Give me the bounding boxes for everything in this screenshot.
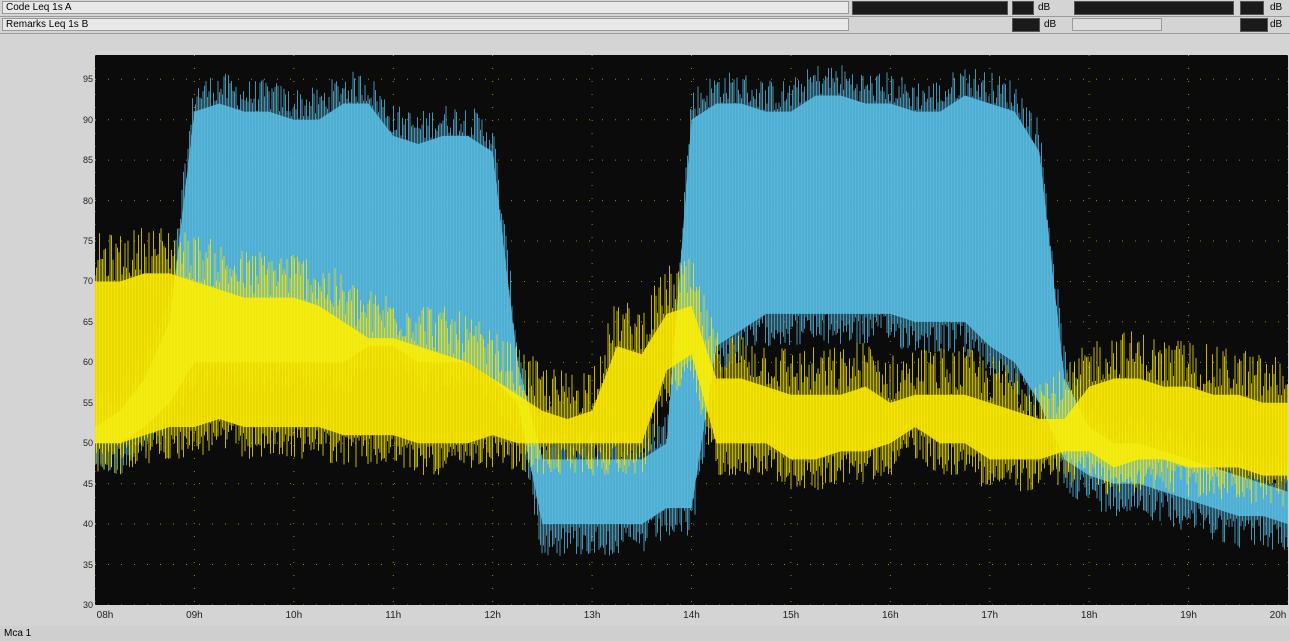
- unit-label-3: dB: [1044, 19, 1057, 30]
- y-tick-label: 30: [82, 600, 93, 610]
- start-time-display: [852, 1, 1008, 15]
- cursor-field[interactable]: [1072, 18, 1162, 31]
- level-time-chart[interactable]: [95, 55, 1288, 605]
- x-tick-label: 15h: [782, 610, 800, 621]
- y-tick-label: 95: [82, 74, 93, 85]
- y-tick-label: 65: [82, 316, 93, 327]
- x-tick-label: 12h: [484, 610, 501, 621]
- y-tick-label: 35: [82, 559, 93, 570]
- end-time-display: [1074, 1, 1234, 15]
- left-panel: [0, 36, 70, 626]
- y-tick-label: 90: [82, 114, 93, 125]
- y-tick-label: 60: [82, 357, 93, 368]
- header-row-2: Remarks Leq 1s B dB dB: [0, 17, 1290, 34]
- unit-label-1: dB: [1038, 2, 1051, 13]
- y-tick-label: 45: [82, 478, 93, 489]
- y-tick-label: 40: [82, 519, 93, 530]
- x-tick-label: 19h: [1180, 610, 1197, 621]
- code-field[interactable]: [2, 1, 849, 14]
- code-label: Code Leq 1s A: [6, 2, 72, 13]
- level-display-1: [1012, 1, 1034, 15]
- remarks-label: Remarks Leq 1s B: [6, 19, 89, 30]
- unit-label-4: dB: [1270, 19, 1283, 30]
- y-tick-label: 50: [82, 438, 93, 449]
- y-tick-label: 85: [82, 155, 93, 166]
- x-tick-label: 13h: [583, 610, 601, 621]
- plot-area[interactable]: [95, 55, 1288, 605]
- x-tick-label: 14h: [683, 610, 700, 621]
- unit-label-2: dB: [1270, 2, 1283, 13]
- footer-label: Mca 1: [4, 628, 32, 639]
- y-tick-label: 55: [82, 397, 93, 408]
- series-trace-yellow: [95, 228, 1288, 507]
- level-display-4: [1240, 18, 1268, 32]
- y-tick-label: 75: [82, 236, 93, 247]
- header-row-1: Code Leq 1s A dB dB: [0, 0, 1290, 17]
- x-tick-label: 09h: [186, 610, 203, 621]
- footer-bar: Mca 1: [0, 626, 1290, 641]
- x-tick-label: 08h: [96, 610, 114, 621]
- x-tick-label: 16h: [881, 610, 899, 621]
- level-display-2: [1240, 1, 1264, 15]
- y-axis: 30 35 40 45 50 55 60 65 70 75 80 85 90 95: [70, 55, 95, 610]
- x-tick-label: 11h: [385, 610, 402, 621]
- level-display-3: [1012, 18, 1040, 32]
- x-tick-label: 10h: [285, 610, 303, 621]
- remarks-field[interactable]: [2, 18, 849, 31]
- x-tick-label: 20h: [1269, 610, 1287, 621]
- x-tick-label: 18h: [1080, 610, 1098, 621]
- series-yellow: [95, 228, 1288, 507]
- y-tick-label: 80: [82, 195, 93, 206]
- x-tick-label: 17h: [981, 610, 999, 621]
- y-tick-label: 70: [82, 276, 93, 287]
- x-axis: 08h 09h 10h 11h 12h 13h 14h 15h 16h 17h 18h 19h 20h: [95, 605, 1288, 625]
